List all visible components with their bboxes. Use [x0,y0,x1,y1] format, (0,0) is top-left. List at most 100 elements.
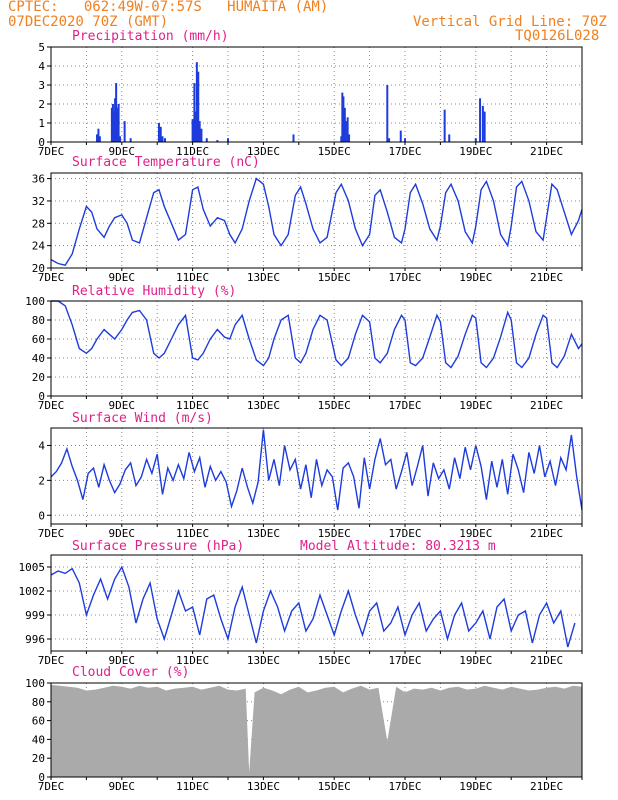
temp-series-line [50,177,583,266]
wind-frame [50,427,583,525]
precip-bar [343,107,346,142]
precip-bar [443,109,446,142]
precip-bar [341,92,344,142]
precip-bar [110,107,113,142]
precip-bar [342,96,345,142]
temp-xtick-label: 13DEC [247,271,280,284]
temp-ytick-label: 24 [32,240,46,253]
cloud-xtick-label: 9DEC [109,780,136,793]
temp-ytick-label: 28 [32,217,45,230]
wind-series-line [50,429,583,511]
temp-xtick-label: 17DEC [388,271,421,284]
temp-ytick-label: 20 [32,262,45,275]
wind-xtick-label: 11DEC [176,527,209,540]
rh-xtick-label: 21DEC [530,399,563,412]
precip-xtick-label: 9DEC [109,145,136,158]
precip-bar [96,134,99,142]
precip-bar [191,119,194,142]
cloud-xtick-label: 7DEC [38,780,65,793]
pressure-title: Surface Pressure (hPa) [72,539,245,554]
precip-xtick-label: 21DEC [530,145,563,158]
cloud-xtick-label: 15DEC [318,780,351,793]
cloud-title: Cloud Cover (%) [72,665,190,680]
cloud-ytick-label: 20 [32,752,45,765]
cloud-xtick-label: 17DEC [388,780,421,793]
rh-ytick-label: 60 [32,333,45,346]
rh-title: Relative Humidity (%) [72,284,237,299]
rh-xtick-label: 7DEC [38,399,65,412]
temp-xtick-label: 21DEC [530,271,563,284]
precip-bar [123,121,126,142]
wind-ytick-label: 0 [38,509,45,522]
rh-ytick-label: 80 [32,314,45,327]
precip-bar [193,83,196,142]
precip-frame [50,46,583,143]
date-line: 07DEC2020 70Z (GMT) [8,14,169,30]
precip-bar [227,138,229,142]
wind-xtick-label: 13DEC [247,527,280,540]
precip-ytick-label: 1 [38,117,45,130]
temp-xtick-label: 19DEC [459,271,492,284]
station-line: CPTEC: 062:49W-07:57S HUMAITA (AM) [8,0,329,15]
wind-xtick-label: 7DEC [38,527,65,540]
precip-bar [157,123,160,142]
rh-xtick-label: 13DEC [247,399,280,412]
precip-bar [113,111,116,142]
wind-xtick-label: 21DEC [530,527,563,540]
rh-xtick-label: 15DEC [318,399,351,412]
cloud-ytick-label: 40 [32,733,45,746]
cloud-xtick-label: 19DEC [459,780,492,793]
precip-bar [346,117,349,142]
rh-ytick-label: 20 [32,371,45,384]
precip-bar [404,138,406,142]
grid-line-label: Vertical Grid Line: 70Z [413,14,607,30]
temp-xtick-label: 7DEC [38,271,65,284]
pressure-xtick-label: 15DEC [318,654,351,667]
precip-bar [198,121,201,142]
wind-xtick-label: 17DEC [388,527,421,540]
rh-series-line [51,300,583,369]
cloud-frame [50,682,583,778]
temp-frame [50,172,583,269]
wind-xtick-label: 9DEC [109,527,136,540]
precip-bar [200,128,203,142]
cloud-xtick-label: 11DEC [176,780,209,793]
pressure-xtick-label: 17DEC [388,654,421,667]
rh-xtick-label: 11DEC [176,399,209,412]
precip-bar [114,98,117,142]
precip-bar [448,134,451,142]
cloud-ytick-label: 100 [25,677,45,690]
rh-ytick-label: 100 [25,295,45,308]
precip-bar [129,138,132,142]
precip-xtick-label: 19DEC [459,145,492,158]
rh-xtick-label: 19DEC [459,399,492,412]
precip-bar [119,136,122,142]
precip-bar [115,83,118,142]
precip-bar [483,111,486,142]
precip-bar [97,128,100,142]
cloud-xtick-label: 13DEC [247,780,280,793]
precip-ytick-label: 2 [38,98,45,111]
precip-bar [111,104,114,142]
precip-xtick-label: 13DEC [247,145,280,158]
precip-xtick-label: 11DEC [176,145,209,158]
precip-bar [161,136,164,142]
cloud-xtick-label: 21DEC [530,780,563,793]
pressure-xtick-label: 9DEC [109,654,136,667]
pressure-frame [50,554,583,652]
cloud-ytick-label: 80 [32,696,45,709]
pressure-xtick-label: 21DEC [530,654,563,667]
precip-ytick-label: 0 [38,136,45,149]
pressure-ytick-label: 1002 [19,585,46,598]
precip-bar [348,134,351,142]
temp-xtick-label: 11DEC [176,271,209,284]
pressure-xtick-label: 13DEC [247,654,280,667]
pressure-series-line [50,565,576,648]
precip-xtick-label: 7DEC [38,145,65,158]
rh-ytick-label: 40 [32,352,45,365]
precip-bar [292,134,295,142]
precip-bar [98,136,101,142]
precip-ytick-label: 3 [38,79,45,92]
cloud-ytick-label: 0 [38,771,45,784]
